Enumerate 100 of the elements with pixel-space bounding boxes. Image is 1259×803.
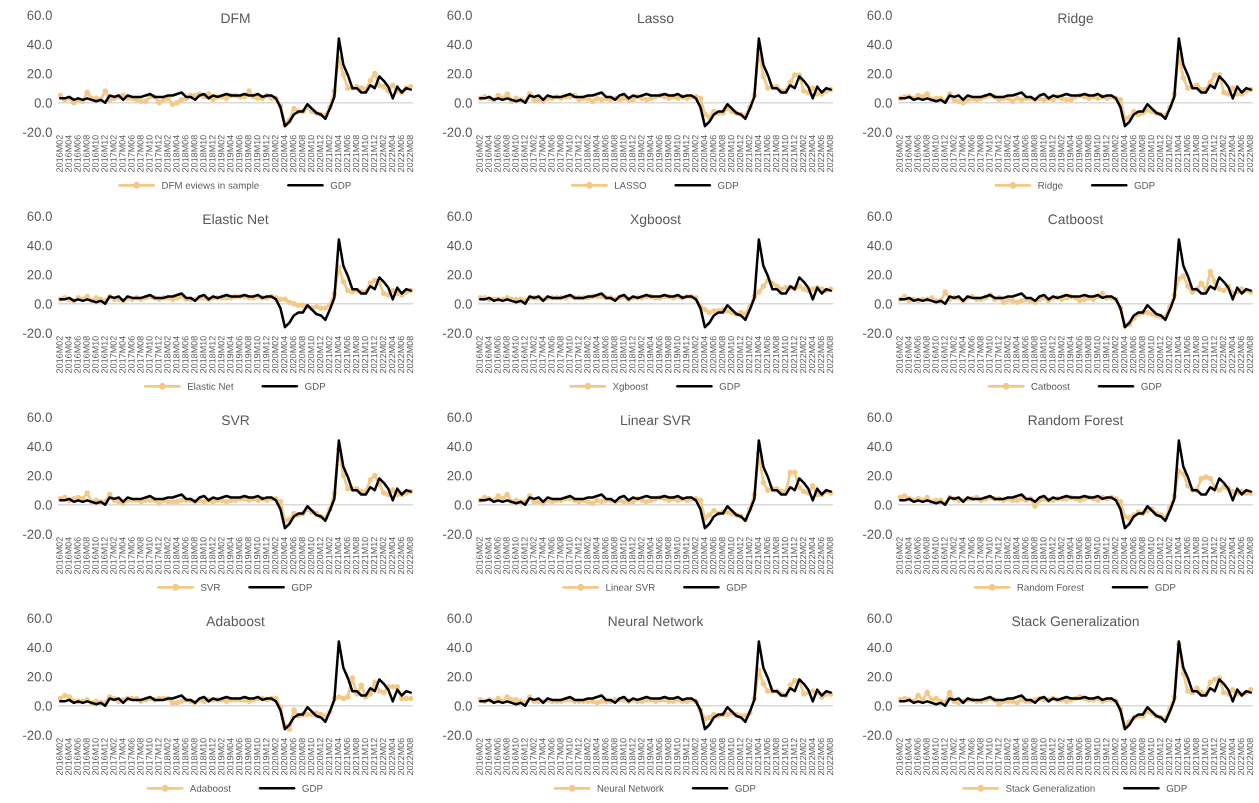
x-tick-label: 2018M02 — [164, 135, 171, 172]
x-tick-label: 2021M08 — [352, 738, 360, 775]
legend-label: GDP — [291, 583, 312, 591]
y-tick-label: 20.0 — [867, 69, 892, 79]
x-tick-label: 2020M10 — [727, 135, 735, 172]
y-tick-label: 20.0 — [447, 471, 472, 481]
x-tick-label: 2021M12 — [1210, 336, 1218, 373]
x-tick-label: 2017M10 — [986, 336, 993, 373]
x-tick-label: 2018M08 — [611, 336, 618, 373]
x-tick-label: 2019M12 — [1102, 738, 1110, 775]
x-tick-label: 2018M12 — [629, 738, 636, 775]
x-tick-label: 2019M10 — [1094, 537, 1101, 574]
x-tick-label: 2016M02 — [56, 336, 63, 373]
x-tick-label: 2019M08 — [245, 537, 252, 574]
x-tick-label: 2018M04 — [593, 336, 600, 373]
x-tick-label: 2020M10 — [1147, 537, 1155, 574]
x-tick-label: 2020M10 — [1147, 336, 1155, 373]
x-tick-label: 2017M06 — [548, 135, 555, 172]
x-tick-label: 2018M04 — [173, 336, 180, 373]
x-tick-label: 2019M02 — [638, 336, 645, 373]
x-tick-label: 2018M12 — [209, 135, 216, 172]
x-tick-label: 2022M06 — [397, 738, 405, 775]
x-tick-label: 2017M08 — [977, 738, 984, 775]
y-tick-label: -20.0 — [862, 529, 892, 539]
x-tick-label: 2018M10 — [1040, 738, 1047, 775]
x-tick-label: 2020M06 — [289, 537, 297, 574]
x-tick-label: 2017M12 — [155, 537, 162, 574]
x-tick-label: 2022M06 — [1237, 537, 1245, 574]
legend-label: GDP — [305, 382, 326, 390]
x-tick-label: 2017M02 — [950, 336, 957, 373]
x-tick-label: 2018M10 — [620, 135, 627, 172]
x-tick-label: 2018M08 — [1031, 135, 1038, 172]
x-tick-label: 2016M04 — [485, 336, 492, 373]
y-tick-label: 60.0 — [27, 211, 52, 221]
x-tick-label: 2017M06 — [128, 738, 135, 775]
x-tick-label: 2017M02 — [110, 135, 117, 172]
x-tick-label: 2018M08 — [191, 537, 198, 574]
legend-label: GDP — [719, 382, 740, 390]
x-tick-label: 2019M06 — [656, 738, 663, 775]
x-tick-label: 2021M12 — [1210, 135, 1218, 172]
x-tick-label: 2018M04 — [173, 135, 180, 172]
x-tick-label: 2018M02 — [1004, 135, 1011, 172]
x-tick-label: 2022M06 — [1237, 738, 1245, 775]
x-tick-label: 2018M06 — [182, 537, 189, 574]
x-tick-label: 2017M02 — [530, 135, 537, 172]
x-tick-label: 2018M10 — [200, 738, 207, 775]
y-tick-label: 40.0 — [27, 642, 52, 653]
x-tick-label: 2016M04 — [905, 537, 912, 574]
y-tick-label: -20.0 — [22, 529, 52, 539]
x-tick-label: 2021M04 — [334, 135, 342, 172]
x-tick-label: 2018M02 — [164, 336, 171, 373]
x-tick-label: 2020M08 — [718, 135, 726, 172]
x-tick-label: 2017M12 — [995, 537, 1002, 574]
y-tick-label: 0.0 — [874, 299, 892, 309]
x-tick-label: 2019M06 — [236, 336, 243, 373]
x-tick-label: 2019M10 — [674, 537, 681, 574]
x-tick-label: 2019M08 — [665, 738, 672, 775]
x-tick-label: 2016M02 — [476, 738, 483, 775]
x-tick-label: 2017M02 — [110, 738, 117, 775]
x-tick-label: 2017M06 — [128, 336, 135, 373]
x-tick-label: 2017M02 — [110, 336, 117, 373]
x-tick-label: 2021M12 — [370, 336, 378, 373]
y-tick-label: 60.0 — [867, 211, 892, 221]
x-tick-label: 2020M10 — [307, 537, 315, 574]
x-tick-label: 2017M12 — [575, 738, 582, 775]
x-tick-label: 2018M04 — [593, 135, 600, 172]
x-tick-label: 2017M10 — [566, 135, 573, 172]
x-tick-label: 2021M10 — [1201, 336, 1209, 373]
x-tick-label: 2017M10 — [566, 336, 573, 373]
x-tick-label: 2016M10 — [512, 738, 519, 775]
y-tick-label: 40.0 — [27, 441, 52, 452]
x-tick-label: 2018M12 — [629, 135, 636, 172]
x-tick-label: 2019M10 — [1094, 336, 1101, 373]
x-tick-label: 2019M06 — [656, 135, 663, 172]
x-tick-label: 2018M04 — [173, 537, 180, 574]
x-tick-label: 2019M12 — [1102, 135, 1110, 172]
x-tick-label: 2017M10 — [986, 537, 993, 574]
line-series — [479, 37, 832, 128]
y-tick-label: 20.0 — [447, 672, 472, 682]
x-tick-label: 2022M04 — [808, 336, 816, 373]
x-tick-label: 2021M12 — [370, 537, 378, 574]
y-tick-label: 0.0 — [34, 98, 52, 108]
x-tick-label: 2016M12 — [941, 537, 948, 574]
legend-label: GDP — [735, 784, 756, 792]
x-tick-label: 2018M06 — [602, 135, 609, 172]
x-tick-label: 2017M06 — [128, 135, 135, 172]
x-tick-label: 2016M12 — [521, 537, 528, 574]
x-tick-label: 2018M02 — [1004, 738, 1011, 775]
y-tick-label: -20.0 — [862, 127, 892, 137]
x-tick-label: 2018M04 — [1013, 336, 1020, 373]
x-tick-label: 2022M02 — [379, 537, 387, 574]
legend-label: Neural Network — [597, 784, 664, 792]
x-tick-label: 2018M12 — [209, 738, 216, 775]
line-series — [59, 37, 412, 128]
x-tick-label: 2016M12 — [101, 537, 108, 574]
x-tick-label: 2018M02 — [164, 738, 171, 775]
x-tick-label: 2019M06 — [236, 537, 243, 574]
x-tick-label: 2016M04 — [485, 135, 492, 172]
x-tick-label: 2020M10 — [307, 135, 315, 172]
x-tick-label: 2017M02 — [530, 336, 537, 373]
